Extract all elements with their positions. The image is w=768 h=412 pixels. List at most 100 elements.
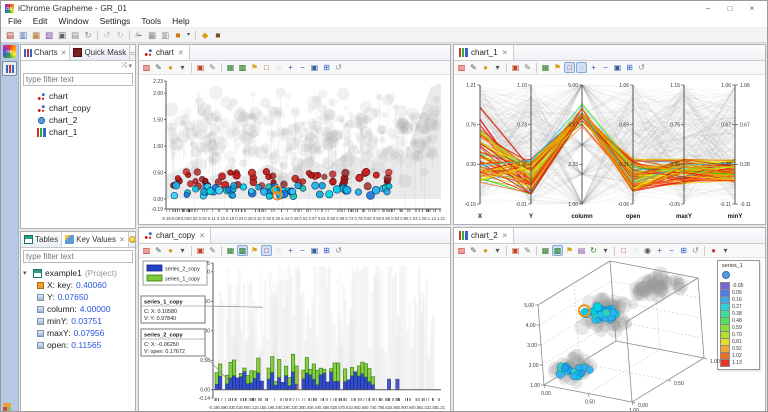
chart-2-legend[interactable]: series_1 -0.05 0.05 0.16 0.27 0.38 0.48 0.59 0.7… bbox=[717, 260, 760, 370]
reset-view-icon[interactable]: ↺ bbox=[638, 62, 645, 72]
color-picker-menu-icon[interactable]: ▾ bbox=[180, 62, 185, 72]
color-picker-icon[interactable]: ● bbox=[483, 62, 488, 72]
close-tab-icon[interactable]: ✕ bbox=[177, 49, 184, 57]
refresh-icon[interactable]: ↻ bbox=[84, 29, 92, 40]
paste-icon[interactable]: ▥ bbox=[160, 29, 170, 40]
key-value-row[interactable]: X: key: 0.40060 bbox=[21, 279, 135, 291]
tab-charts[interactable]: Charts ✕ bbox=[21, 45, 71, 60]
lasso-select-icon[interactable]: ◌ bbox=[276, 245, 281, 255]
tab-tables[interactable]: Tables bbox=[21, 232, 63, 247]
annotation-flag-icon[interactable]: ⚑ bbox=[250, 245, 259, 255]
zoom-region-icon[interactable]: ▣ bbox=[310, 245, 319, 255]
new-chart-group-icon[interactable]: ▧ bbox=[44, 29, 54, 40]
minimize-button[interactable]: – bbox=[705, 3, 711, 13]
close-tab-icon[interactable]: ✕ bbox=[501, 232, 508, 240]
chart-1-canvas[interactable]: 1.21 0.76 0.30 -0.15 X 1.10 0.73 0.36 -0.01 Y 5.00… bbox=[454, 75, 765, 224]
record-menu-icon[interactable]: ▾ bbox=[723, 245, 728, 255]
chart-settings-icon[interactable]: ▩ bbox=[238, 62, 247, 72]
menu-tools[interactable]: Tools bbox=[141, 16, 162, 26]
close-button[interactable]: × bbox=[749, 3, 755, 13]
zoom-in-icon[interactable]: + bbox=[591, 62, 596, 72]
new-chart-icon[interactable]: ▤ bbox=[5, 29, 15, 40]
tab-key-values[interactable]: Key Values ✕ bbox=[62, 232, 129, 247]
palette-icon[interactable]: ▨ bbox=[142, 62, 151, 72]
chart-settings-icon[interactable]: ▩ bbox=[552, 245, 563, 256]
rotate-menu-icon[interactable]: ▾ bbox=[603, 245, 608, 255]
camera-icon[interactable]: ◉ bbox=[644, 245, 651, 255]
tab-chart[interactable]: chart ✕ bbox=[139, 45, 190, 60]
export-image-icon[interactable]: ▣ bbox=[196, 62, 205, 72]
close-tab-icon[interactable]: ✕ bbox=[60, 49, 67, 57]
brush-icon[interactable]: ✎ bbox=[470, 245, 477, 255]
tab-quick-mask[interactable]: Quick Mask bbox=[70, 45, 131, 60]
region-select-icon[interactable]: □ bbox=[261, 245, 272, 256]
export-icon[interactable]: ▤ bbox=[70, 29, 80, 40]
color-picker-menu-icon[interactable]: ▾ bbox=[495, 62, 500, 72]
edit-pencil-icon[interactable]: ✎ bbox=[524, 62, 531, 72]
view-menu-icon[interactable]: ▾ bbox=[128, 63, 132, 70]
edit-pencil-icon[interactable]: ✎ bbox=[209, 245, 216, 255]
tree-item-chart[interactable]: chart bbox=[21, 90, 135, 102]
perspective-icon[interactable]: ■ bbox=[175, 29, 181, 40]
gr-perspective-button[interactable]: GR bbox=[3, 45, 16, 58]
lasso-select-icon[interactable]: ◌ bbox=[276, 62, 281, 72]
brush-icon[interactable]: ✎ bbox=[155, 62, 162, 72]
menu-settings[interactable]: Settings bbox=[99, 16, 131, 26]
annotation-flag-icon[interactable]: ⚑ bbox=[553, 62, 562, 72]
charts-perspective-button[interactable] bbox=[2, 61, 17, 76]
link-with-editor-icon[interactable]: ⤨ bbox=[120, 62, 127, 69]
tree-item-chart_2[interactable]: chart_2 bbox=[21, 114, 135, 126]
expand-arrow-icon[interactable]: ▾ bbox=[23, 270, 27, 277]
color-picker-icon[interactable]: ● bbox=[168, 62, 173, 72]
menu-help[interactable]: Help bbox=[172, 16, 190, 26]
key-value-row[interactable]: open: 0.11565 bbox=[21, 339, 135, 351]
fast-view-button[interactable] bbox=[3, 403, 11, 411]
redo-icon[interactable]: ↻ bbox=[116, 29, 124, 40]
zoom-region-icon[interactable]: ▣ bbox=[613, 62, 622, 72]
annotation-flag-icon[interactable]: ⚑ bbox=[565, 245, 574, 255]
close-tab-icon[interactable]: ✕ bbox=[119, 236, 125, 244]
export-image-icon[interactable]: ▣ bbox=[196, 245, 205, 255]
tree-item-chart_1[interactable]: chart_1 bbox=[21, 126, 135, 138]
color-picker-icon[interactable]: ● bbox=[168, 245, 173, 255]
close-tab-icon[interactable]: ✕ bbox=[199, 232, 206, 240]
zoom-out-icon[interactable]: − bbox=[603, 62, 608, 72]
reset-view-icon[interactable]: ↺ bbox=[335, 62, 342, 72]
region-select-icon[interactable]: □ bbox=[264, 62, 269, 72]
tab-chart-1[interactable]: chart_1 ✕ bbox=[454, 45, 514, 60]
key-value-row[interactable]: column: 4.00000 bbox=[21, 303, 135, 315]
zoom-out-icon[interactable]: − bbox=[669, 245, 674, 255]
palette-icon[interactable]: ▨ bbox=[457, 245, 466, 255]
minimize-view-icon[interactable]: ▭ bbox=[130, 49, 135, 57]
menu-file[interactable]: File bbox=[8, 16, 22, 26]
tab-chart-2[interactable]: chart_2 ✕ bbox=[454, 228, 514, 243]
reset-view-icon[interactable]: ↺ bbox=[692, 245, 699, 255]
zoom-out-icon[interactable]: − bbox=[300, 245, 305, 255]
tree-item-example1[interactable]: ▾ example1 (Project) bbox=[21, 267, 135, 279]
cut-icon[interactable]: ✁ bbox=[135, 29, 143, 40]
save-icon[interactable]: ▣ bbox=[57, 29, 67, 40]
zoom-in-icon[interactable]: + bbox=[657, 245, 662, 255]
color-picker-menu-icon[interactable]: ▾ bbox=[180, 245, 185, 255]
palette-icon[interactable]: ▨ bbox=[142, 245, 151, 255]
chart-canvas[interactable]: 2.23 2.00 1.50 1.00 0.50 0.00 -0.19 -0.15 -0.08-… bbox=[139, 75, 450, 224]
brush-icon[interactable]: ✎ bbox=[470, 62, 477, 72]
zoom-in-icon[interactable]: + bbox=[288, 62, 293, 72]
print-icon[interactable]: ▤ bbox=[577, 245, 586, 255]
key-value-row[interactable]: minY: 0.03751 bbox=[21, 315, 135, 327]
new-chart-from-template-icon[interactable]: ▥ bbox=[18, 29, 28, 40]
color-picker-menu-icon[interactable]: ▾ bbox=[495, 245, 500, 255]
chart-copy-canvas[interactable]: 2.152.001.501.000.500.00-0.14-0.15-0.08-… bbox=[139, 258, 450, 411]
tree-item-chart_copy[interactable]: chart_copy bbox=[21, 102, 135, 114]
chart-2-canvas[interactable]: series_1 -0.05 0.05 0.16 0.27 0.38 0.48 0.59 0.7… bbox=[454, 258, 765, 411]
zoom-fit-icon[interactable]: ⊞ bbox=[323, 245, 330, 255]
annotation-flag-icon[interactable]: ⚑ bbox=[250, 62, 259, 72]
key-value-row[interactable]: Y: 0.07650 bbox=[21, 291, 135, 303]
key-value-row[interactable]: maxY: 0.07956 bbox=[21, 327, 135, 339]
region-select-icon[interactable]: □ bbox=[621, 245, 626, 255]
charts-filter-input[interactable] bbox=[23, 73, 133, 86]
menu-window[interactable]: Window bbox=[58, 16, 89, 26]
workspace-icon[interactable]: ■ bbox=[215, 29, 221, 40]
brush-icon[interactable]: ✎ bbox=[155, 245, 162, 255]
zoom-fit-icon[interactable]: ⊞ bbox=[680, 245, 687, 255]
